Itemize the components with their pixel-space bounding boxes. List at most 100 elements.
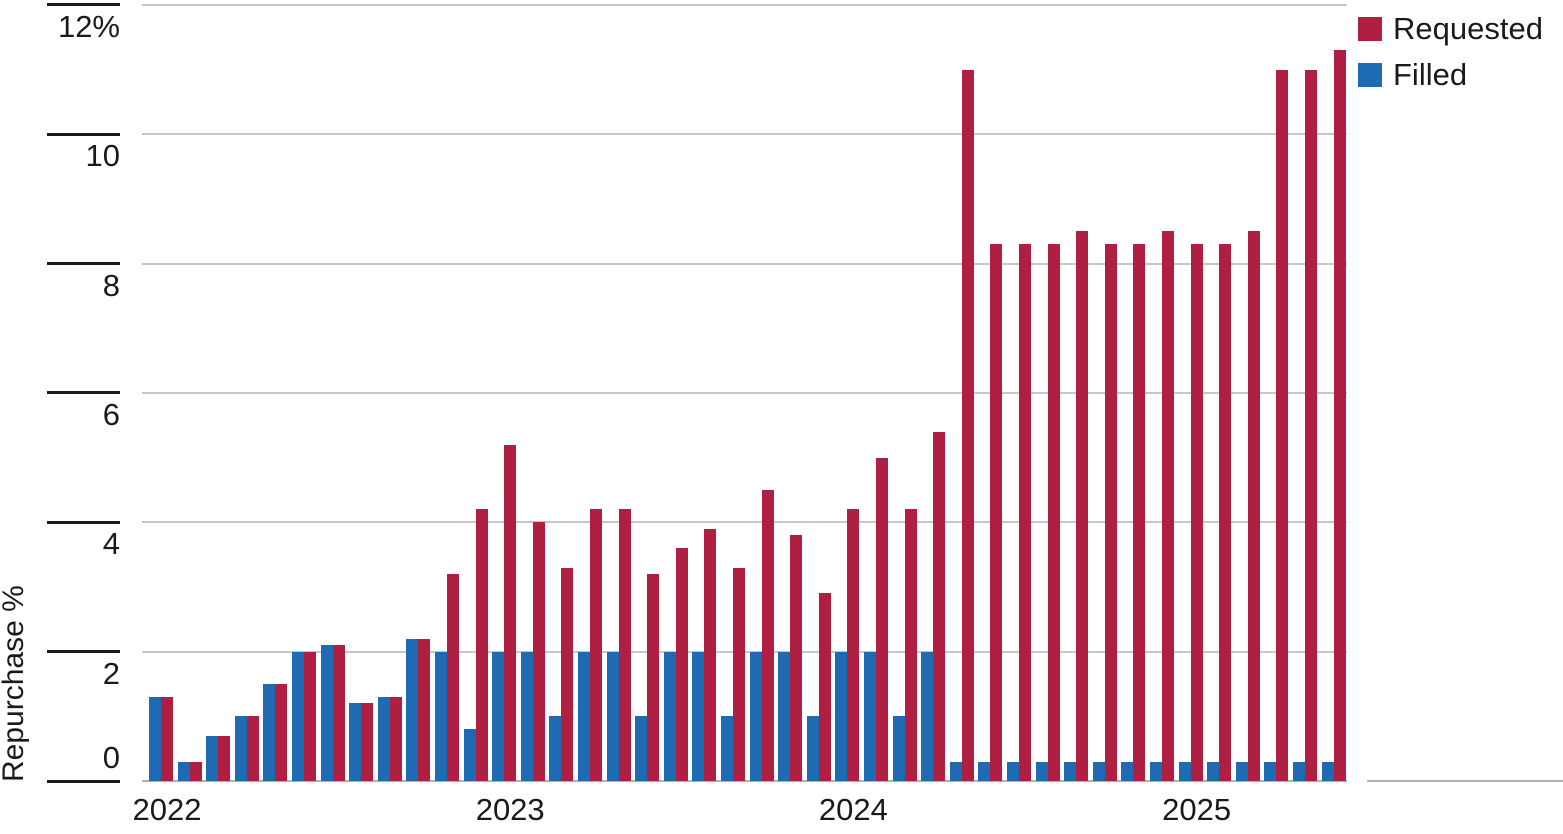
x-year-label-2025: 2025 — [1162, 792, 1232, 827]
bar-filled-sep-2023 — [721, 716, 733, 781]
bar-filled-aug-2023 — [692, 651, 705, 781]
bar-filled-nov-2023 — [778, 651, 791, 781]
bar-requested-may-2025 — [1305, 69, 1317, 781]
bar-filled-jan-2022 — [149, 696, 161, 781]
y-tick-label: 6 — [102, 396, 120, 432]
x-year-label-2024: 2024 — [818, 792, 888, 827]
bar-filled-jun-2023 — [635, 716, 648, 781]
bar-requested-may-2023 — [618, 509, 631, 781]
bar-requested-nov-2022 — [447, 574, 459, 781]
bar-filled-oct-2023 — [749, 651, 762, 781]
bar-requested-jun-2022 — [304, 651, 316, 781]
bar-filled-sep-2022 — [377, 696, 390, 781]
bar-requested-feb-2022 — [189, 761, 202, 781]
bar-filled-aug-2024 — [1035, 761, 1048, 781]
bar-filled-jan-2023 — [492, 651, 505, 781]
bar-requested-jul-2022 — [332, 645, 345, 781]
bar-filled-apr-2022 — [234, 716, 247, 781]
legend-label-filled: Filled — [1393, 57, 1468, 92]
bar-filled-sep-2024 — [1064, 761, 1077, 781]
legend-swatch-requested-icon — [1358, 16, 1382, 41]
bar-filled-feb-2024 — [864, 651, 876, 781]
y-tick-label: 4 — [102, 526, 120, 562]
bar-filled-jun-2025 — [1321, 761, 1334, 781]
bar-requested-feb-2025 — [1219, 244, 1232, 781]
bar-requested-mar-2022 — [218, 735, 231, 781]
bar-filled-jul-2023 — [663, 651, 676, 781]
legend-label-requested: Requested — [1393, 11, 1543, 46]
y-axis-tick — [47, 779, 120, 783]
bar-requested-nov-2023 — [790, 535, 803, 781]
bar-filled-mar-2023 — [549, 716, 562, 781]
gridline — [142, 391, 1347, 394]
y-axis-tick — [47, 262, 120, 266]
bar-filled-jul-2024 — [1007, 761, 1019, 781]
y-tick-label: 0 — [102, 740, 120, 775]
y-axis-tick — [47, 650, 120, 654]
bar-filled-mar-2025 — [1235, 761, 1248, 781]
bar-requested-oct-2022 — [418, 638, 431, 781]
bar-requested-jun-2023 — [647, 574, 660, 781]
y-axis-tick — [47, 391, 120, 395]
bar-requested-jul-2024 — [1019, 244, 1031, 781]
bar-requested-mar-2024 — [904, 509, 917, 781]
bar-requested-jan-2023 — [504, 444, 517, 781]
y-tick-label: 8 — [102, 267, 120, 303]
y-axis-tick — [47, 520, 120, 524]
bar-filled-jun-2022 — [292, 651, 304, 781]
bar-filled-apr-2023 — [578, 651, 590, 781]
bar-requested-dec-2023 — [818, 593, 831, 781]
bar-requested-aug-2023 — [704, 528, 717, 781]
bar-filled-feb-2025 — [1207, 761, 1220, 781]
x-year-label-2023: 2023 — [475, 792, 545, 827]
bar-filled-jun-2024 — [978, 761, 991, 781]
gridline — [142, 521, 1347, 524]
bar-filled-feb-2022 — [177, 761, 190, 781]
bar-requested-sep-2024 — [1076, 231, 1089, 781]
bar-requested-apr-2023 — [590, 509, 602, 781]
bar-filled-dec-2023 — [806, 716, 819, 781]
legend-swatch-filled-icon — [1358, 62, 1382, 87]
legend-item-filled: Filled — [1358, 58, 1543, 91]
bar-filled-mar-2024 — [892, 716, 905, 781]
gridline — [142, 262, 1347, 265]
bar-filled-apr-2024 — [921, 651, 934, 781]
y-tick-label: 12% — [57, 8, 120, 44]
bar-filled-may-2024 — [949, 761, 962, 781]
bar-requested-oct-2024 — [1104, 244, 1117, 781]
bar-requested-mar-2023 — [561, 567, 574, 781]
bar-requested-may-2022 — [275, 683, 288, 781]
y-axis-title: Repurchase % — [0, 585, 30, 782]
bar-filled-feb-2023 — [520, 651, 533, 781]
bar-requested-jan-2025 — [1190, 244, 1203, 781]
bar-requested-mar-2025 — [1247, 231, 1260, 781]
bar-requested-apr-2025 — [1276, 69, 1289, 781]
bar-requested-jan-2024 — [847, 509, 860, 781]
bar-filled-jan-2025 — [1178, 761, 1191, 781]
gridline — [142, 780, 1347, 782]
bar-requested-may-2024 — [961, 69, 974, 781]
bar-filled-may-2023 — [606, 651, 619, 781]
x-axis-extension — [1367, 780, 1563, 782]
bar-filled-oct-2024 — [1092, 761, 1105, 781]
bar-requested-jul-2023 — [675, 548, 688, 781]
bar-requested-sep-2022 — [389, 696, 402, 781]
bar-filled-mar-2022 — [206, 735, 219, 781]
bar-filled-nov-2024 — [1121, 761, 1134, 781]
bar-filled-nov-2022 — [435, 651, 447, 781]
gridline — [142, 133, 1347, 136]
bar-requested-apr-2022 — [246, 716, 259, 781]
bar-filled-dec-2024 — [1150, 761, 1162, 781]
bar-requested-apr-2024 — [933, 431, 946, 781]
bar-requested-aug-2024 — [1047, 244, 1060, 781]
bar-filled-may-2025 — [1293, 761, 1305, 781]
bar-requested-feb-2023 — [532, 522, 545, 781]
bar-requested-jan-2022 — [161, 696, 173, 781]
y-tick-label: 2 — [102, 655, 120, 691]
legend: Requested Filled — [1358, 12, 1543, 104]
bar-requested-oct-2023 — [761, 489, 774, 781]
bar-filled-dec-2022 — [463, 729, 476, 781]
bar-filled-may-2022 — [263, 683, 276, 781]
